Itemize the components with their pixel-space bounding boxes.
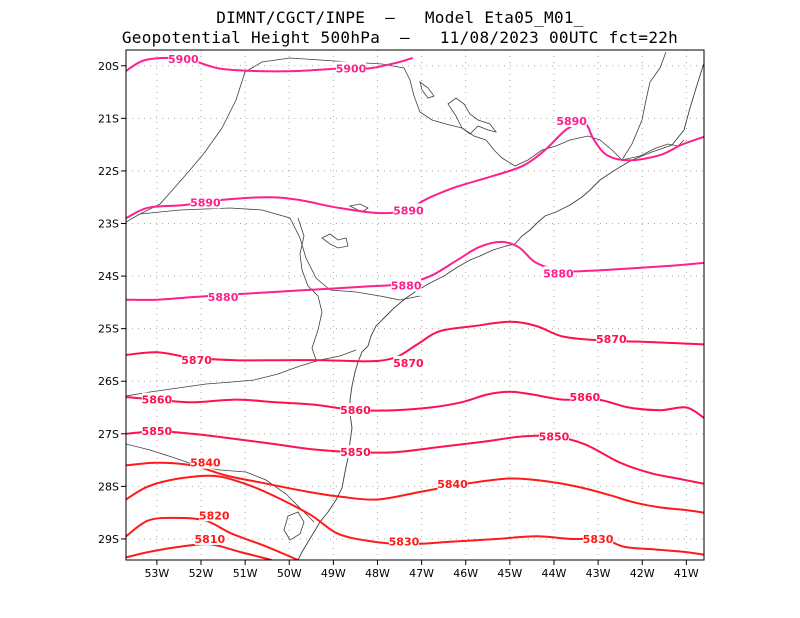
contour-label-bg bbox=[340, 403, 371, 417]
contour-5810 bbox=[126, 543, 272, 560]
lon-tick-label: 42W bbox=[630, 567, 655, 580]
state-border-sc-rs bbox=[126, 443, 315, 523]
lon-tick-label: 46W bbox=[453, 567, 478, 580]
contour-label: 5890 bbox=[393, 204, 424, 217]
reservoir-north bbox=[419, 81, 435, 99]
contour-label-bg bbox=[194, 531, 225, 545]
title-line-1: DIMNT/CGCT/INPE – Model Eta05_M01_ bbox=[216, 8, 584, 27]
lon-tick-label: 49W bbox=[321, 567, 346, 580]
lat-tick-label: 22S bbox=[98, 165, 119, 178]
paraguay-border bbox=[297, 217, 323, 361]
contour-label-bg bbox=[208, 290, 239, 304]
contour-label-bg bbox=[583, 531, 614, 545]
contour-label-bg bbox=[181, 353, 212, 367]
contour-label: 5890 bbox=[556, 115, 587, 128]
state-border-sp-mg bbox=[244, 51, 667, 167]
lon-tick-label: 44W bbox=[542, 567, 567, 580]
state-border-pr-sp bbox=[139, 207, 421, 301]
contour-label: 5890 bbox=[190, 196, 221, 209]
contour-label-bg bbox=[190, 195, 221, 209]
contour-label: 5840 bbox=[437, 478, 468, 491]
contour-label-bg bbox=[538, 429, 569, 443]
contour-label: 5870 bbox=[596, 333, 627, 346]
state-border-pr-sc bbox=[126, 349, 357, 397]
contour-label: 5830 bbox=[389, 536, 420, 549]
lon-tick-label: 52W bbox=[189, 567, 214, 580]
lat-tick-label: 26S bbox=[98, 375, 119, 388]
contour-5820 bbox=[126, 516, 301, 560]
contour-label-bg bbox=[190, 455, 221, 469]
contour-label: 5860 bbox=[340, 404, 371, 417]
lon-tick-label: 48W bbox=[365, 567, 390, 580]
lagoon-patos bbox=[283, 511, 305, 541]
axes: 20S 21S 22S 23S 24S 25S 26S 27S 28S 29S 53W 52W 51W 5… bbox=[98, 60, 699, 580]
state-border-ms-sp bbox=[126, 71, 246, 223]
lon-tick-label: 45W bbox=[497, 567, 522, 580]
title-line-2: Geopotential Height 500hPa – 11/08/2023 … bbox=[121, 28, 679, 47]
lat-lon-grid bbox=[126, 50, 704, 560]
lon-tick-label: 47W bbox=[409, 567, 434, 580]
contour-5900 bbox=[126, 56, 414, 73]
lon-tick-label: 53W bbox=[144, 567, 169, 580]
contour-label-bg bbox=[556, 113, 587, 127]
contour-label: 5900 bbox=[336, 62, 367, 75]
contour-label-bg bbox=[391, 278, 422, 292]
contour-label-bg bbox=[437, 476, 468, 490]
contour-label: 5880 bbox=[391, 280, 422, 293]
contour-label: 5860 bbox=[570, 391, 601, 404]
map-frame bbox=[125, 49, 705, 561]
contour-label: 5810 bbox=[195, 533, 226, 546]
contour-label-bg bbox=[393, 203, 424, 217]
contour-label-bg bbox=[336, 61, 367, 75]
contour-label: 5860 bbox=[142, 394, 173, 407]
contour-label: 5870 bbox=[393, 357, 424, 370]
contour-label-bg bbox=[340, 445, 371, 459]
contour-lines: 5900 5900 5890 5890 5890 5880 5880 5880 5870 5870… bbox=[126, 51, 704, 560]
contour-label-bg bbox=[569, 390, 600, 404]
reservoir-small bbox=[321, 233, 349, 249]
contour-label: 5900 bbox=[168, 53, 199, 66]
contour-5890 bbox=[126, 122, 704, 220]
contour-label-bg bbox=[141, 424, 172, 438]
contour-label: 5880 bbox=[208, 291, 239, 304]
lon-tick-label: 51W bbox=[233, 567, 258, 580]
contour-label-bg bbox=[199, 508, 230, 522]
contour-label: 5820 bbox=[199, 509, 230, 522]
contour-label: 5880 bbox=[543, 267, 574, 280]
contour-label: 5850 bbox=[539, 430, 570, 443]
contour-5870 bbox=[126, 320, 704, 363]
lon-tick-label: 43W bbox=[586, 567, 611, 580]
contour-label: 5850 bbox=[340, 446, 371, 459]
lat-tick-label: 24S bbox=[98, 270, 119, 283]
lat-tick-label: 21S bbox=[98, 112, 119, 125]
lat-tick-label: 27S bbox=[98, 428, 119, 441]
contour-label-bg bbox=[596, 332, 627, 346]
coastline-borders bbox=[126, 51, 704, 560]
reservoir-furnas bbox=[447, 97, 497, 135]
lon-tick-label: 41W bbox=[674, 567, 699, 580]
contour-5860 bbox=[126, 390, 704, 419]
contour-label: 5870 bbox=[181, 354, 212, 367]
contour-label: 5850 bbox=[142, 425, 173, 438]
contour-label-bg bbox=[388, 534, 419, 548]
lat-tick-label: 23S bbox=[98, 218, 119, 231]
contour-label: 5840 bbox=[190, 457, 221, 470]
contour-label-bg bbox=[543, 266, 574, 280]
lon-tick-label: 50W bbox=[277, 567, 302, 580]
contour-label-bg bbox=[141, 392, 172, 406]
contour-5850 bbox=[126, 430, 704, 485]
contour-label-bg bbox=[393, 355, 424, 369]
contour-label-bg bbox=[168, 51, 199, 65]
lat-tick-label: 25S bbox=[98, 323, 119, 336]
lat-tick-label: 28S bbox=[98, 480, 119, 493]
lat-tick-label: 20S bbox=[98, 60, 119, 73]
contour-5840 bbox=[126, 461, 704, 514]
coastline bbox=[297, 62, 704, 560]
contour-label: 5830 bbox=[583, 533, 614, 546]
lat-tick-label: 29S bbox=[98, 533, 119, 546]
